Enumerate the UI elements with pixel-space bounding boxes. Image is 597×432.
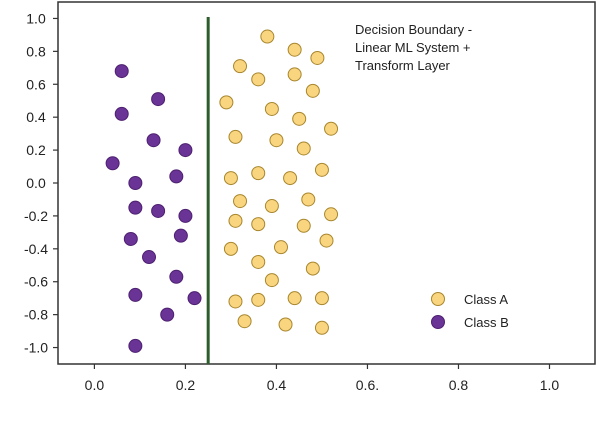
- class-a-point: [305, 83, 320, 98]
- class-a-point: [264, 199, 279, 214]
- legend-marker-class-a: [431, 292, 445, 306]
- class-a-point: [269, 133, 284, 148]
- class-b-point: [151, 92, 166, 107]
- class-a-point: [233, 59, 248, 74]
- class-a-point: [314, 320, 329, 335]
- class-a-point: [292, 111, 307, 126]
- class-b-point: [151, 203, 166, 218]
- class-a-point: [264, 101, 279, 116]
- class-b-point: [178, 143, 193, 158]
- x-tick-label: 0.6.: [356, 377, 379, 393]
- class-a-point: [251, 217, 266, 232]
- class-b-point: [128, 176, 143, 190]
- class-a-point: [251, 292, 266, 307]
- legend: Class A Class B: [431, 292, 509, 330]
- class-a-point: [228, 129, 243, 144]
- class-a-point: [287, 291, 302, 306]
- class-b-point: [173, 228, 188, 243]
- class-b-point: [105, 156, 120, 171]
- y-tick-label: 0.8: [26, 43, 46, 59]
- class-b-point: [128, 287, 143, 302]
- class-a-point: [233, 194, 248, 209]
- class-a-point: [301, 192, 316, 207]
- x-tick-label: 0.8: [449, 377, 469, 393]
- class-b-point: [114, 106, 129, 121]
- x-axis-ticks: 0.0 0.2 0.4 0.6. 0.8 1.0: [85, 364, 560, 393]
- class-a-point: [219, 95, 234, 110]
- x-tick-label: 0.2: [176, 377, 196, 393]
- chart-title: Decision Boundary - Linear ML System + T…: [355, 22, 472, 73]
- y-tick-label: -0.4: [24, 241, 48, 257]
- class-a-point: [278, 317, 293, 332]
- class-a-point: [296, 141, 311, 156]
- class-a-point: [305, 261, 320, 276]
- class-a-point: [283, 171, 298, 186]
- class-a-point: [287, 67, 302, 82]
- class-b-point: [169, 169, 184, 184]
- data-points: [105, 29, 339, 353]
- class-b-point: [160, 307, 175, 322]
- class-a-point: [251, 166, 266, 181]
- y-tick-label: 0.6: [26, 76, 46, 92]
- class-b-point: [128, 200, 143, 215]
- x-tick-label: 0.4: [267, 377, 287, 393]
- y-tick-label: -1.0: [24, 340, 48, 356]
- class-a-point: [310, 50, 325, 65]
- class-b-point: [142, 250, 157, 265]
- class-a-point: [296, 218, 311, 233]
- class-b-point: [123, 231, 138, 246]
- class-a-point: [228, 294, 243, 309]
- class-a-point: [251, 254, 266, 269]
- legend-label-class-b: Class B: [464, 315, 509, 330]
- class-a-point: [273, 240, 288, 255]
- x-tick-label: 0.0: [85, 377, 105, 393]
- class-a-point: [251, 72, 266, 87]
- class-b-point: [128, 338, 143, 353]
- y-tick-label: 1.0: [26, 10, 46, 26]
- legend-marker-class-b: [431, 315, 445, 329]
- class-b-point: [146, 133, 161, 148]
- y-tick-label: 0.2: [26, 142, 46, 158]
- class-a-point: [287, 42, 302, 57]
- class-a-point: [314, 291, 329, 306]
- class-a-point: [228, 213, 243, 228]
- class-a-point: [324, 207, 339, 222]
- title-line-3: Transform Layer: [355, 58, 451, 73]
- x-tick-label: 1.0: [540, 377, 560, 393]
- class-a-point: [319, 233, 334, 248]
- y-tick-label: -0.8: [24, 307, 48, 323]
- class-b-point: [169, 269, 184, 284]
- class-a-point: [314, 162, 329, 177]
- y-tick-label: 0.0: [26, 175, 46, 191]
- y-tick-label: 0.4: [26, 109, 46, 125]
- class-a-point: [237, 314, 252, 329]
- class-a-point: [264, 273, 279, 288]
- class-a-point: [223, 171, 238, 186]
- y-tick-label: -0.6: [24, 274, 48, 290]
- class-a-point: [223, 241, 238, 256]
- title-line-2: Linear ML System +: [355, 40, 470, 55]
- legend-label-class-a: Class A: [464, 292, 508, 307]
- y-axis-ticks: 1.0 0.8 0.6 0.4 0.2 0.0 -0.2 -0.4 -0.6 -0.8 -1.0: [24, 10, 58, 356]
- class-a-point: [260, 29, 275, 44]
- class-a-point: [324, 121, 339, 136]
- class-b-point: [187, 291, 202, 306]
- y-tick-label: -0.2: [24, 208, 48, 224]
- class-b-point: [114, 64, 129, 79]
- title-line-1: Decision Boundary -: [355, 22, 472, 37]
- class-b-point: [178, 208, 193, 223]
